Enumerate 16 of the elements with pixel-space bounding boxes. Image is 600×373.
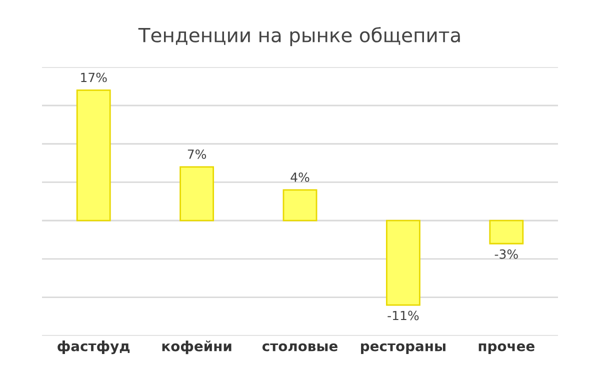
data-label: 7%	[188, 149, 206, 159]
data-label: -3%	[494, 249, 518, 259]
data-label: -11%	[388, 310, 419, 320]
data-label: 17%	[81, 72, 107, 82]
bar	[489, 220, 524, 244]
bar	[76, 89, 111, 222]
bar	[282, 189, 318, 222]
x-tick-label: фастфуд	[58, 340, 130, 354]
x-tick-label: прочее	[478, 343, 534, 354]
bar	[386, 220, 420, 306]
bar	[180, 166, 214, 222]
chart-title: Тенденции на рынке общепита	[138, 27, 460, 46]
x-tick-label: кофейни	[162, 340, 232, 354]
data-label: 4%	[290, 172, 310, 182]
x-tick-label: столовые	[262, 343, 338, 352]
x-tick-label: рестораны	[361, 343, 446, 354]
